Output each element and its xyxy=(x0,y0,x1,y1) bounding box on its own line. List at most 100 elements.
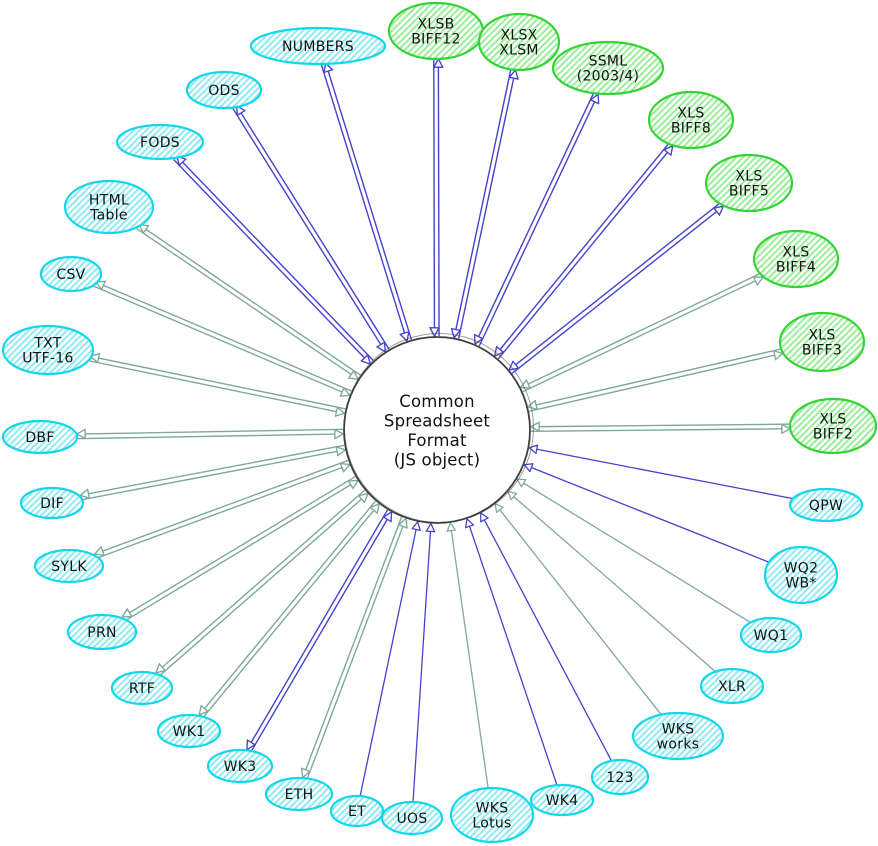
node-label-ods: ODS xyxy=(208,83,240,99)
node-xls-biff8: XLS BIFF8 xyxy=(647,90,735,150)
node-xls-biff2: XLS BIFF2 xyxy=(788,397,878,455)
node-wk1: WK1 xyxy=(156,713,222,749)
node-label-dbf: DBF xyxy=(25,430,54,446)
node-numbers: NUMBERS xyxy=(249,26,387,66)
node-label-numbers: NUMBERS xyxy=(282,39,354,55)
node-label-txt-utf16: TXT UTF-16 xyxy=(22,336,74,367)
edge-xls-biff2 xyxy=(531,424,790,431)
edge-ssml-2003-4 xyxy=(475,92,598,347)
edge-123 xyxy=(481,513,613,762)
node-label-xls-biff2: XLS BIFF2 xyxy=(813,412,853,443)
node-label-wk4: WK4 xyxy=(546,793,579,809)
node-xlsb-biff12: XLSB BIFF12 xyxy=(387,1,485,61)
node-common-spreadsheet-format: Common Spreadsheet Format (JS object) xyxy=(343,333,534,524)
edge-dbf xyxy=(77,429,343,438)
edge-txt-utf16 xyxy=(90,356,346,413)
center-node-label: Common Spreadsheet Format (JS object) xyxy=(384,392,490,470)
node-label-xlsb-biff12: XLSB BIFF12 xyxy=(411,17,460,48)
node-label-xlsx-xlsm: XLSX XLSM xyxy=(499,28,539,59)
node-label-sylk: SYLK xyxy=(51,559,87,575)
edge-html-table xyxy=(136,225,361,379)
edge-xls-biff3 xyxy=(528,348,783,412)
edge-xlsb-biff12 xyxy=(434,59,439,336)
node-dif: DIF xyxy=(19,486,85,520)
edge-wq2-wb xyxy=(524,465,770,563)
node-label-xls-biff5: XLS BIFF5 xyxy=(729,169,769,200)
node-qpw: QPW xyxy=(788,487,864,523)
node-label-fods: FODS xyxy=(140,135,180,151)
node-label-uos: UOS xyxy=(396,811,427,827)
node-uos: UOS xyxy=(380,800,444,836)
node-fods: FODS xyxy=(115,123,205,161)
node-ods: ODS xyxy=(185,70,263,110)
node-xlr: XLR xyxy=(699,667,765,705)
edge-xls-biff5 xyxy=(509,202,723,375)
node-sylk: SYLK xyxy=(33,548,105,584)
edge-csv xyxy=(93,282,352,395)
edges-layer xyxy=(77,59,794,803)
edge-qpw xyxy=(529,448,794,500)
edge-wks-works xyxy=(495,504,662,716)
edge-uos xyxy=(412,524,431,803)
node-prn: PRN xyxy=(66,613,138,651)
edge-wq1 xyxy=(517,479,751,624)
node-label-qpw: QPW xyxy=(809,498,843,514)
node-wks-lotus: WKS Lotus xyxy=(449,786,535,844)
node-xls-biff4: XLS BIFF4 xyxy=(752,229,840,289)
node-wq1: WQ1 xyxy=(739,616,803,654)
edge-xls-biff4 xyxy=(521,272,763,393)
node-label-html-table: HTML Table xyxy=(89,193,129,224)
node-dbf: DBF xyxy=(1,419,79,455)
node-wks-works: WKS works xyxy=(631,711,725,761)
node-label-123: 123 xyxy=(606,770,634,786)
edge-eth xyxy=(303,516,406,780)
edge-prn xyxy=(123,475,358,622)
edge-xls-biff8 xyxy=(495,142,673,360)
edge-dif xyxy=(80,444,345,501)
node-ssml-2003-4: SSML (2003/4) xyxy=(551,40,665,96)
node-wk3: WK3 xyxy=(206,748,274,784)
node-label-wk3: WK3 xyxy=(224,759,257,775)
edge-wk3 xyxy=(247,509,391,753)
node-xls-biff5: XLS BIFF5 xyxy=(704,153,794,213)
node-label-ssml-2003-4: SSML (2003/4) xyxy=(577,54,640,85)
node-rtf: RTF xyxy=(110,670,174,706)
node-wk4: WK4 xyxy=(529,783,595,817)
node-wq2-wb: WQ2 WB* xyxy=(763,545,839,605)
edge-sylk xyxy=(95,459,350,559)
edge-wk1 xyxy=(199,500,379,719)
edge-numbers xyxy=(320,63,413,341)
edge-wks-lotus xyxy=(450,523,489,789)
node-label-wks-lotus: WKS Lotus xyxy=(472,801,511,832)
node-et: ET xyxy=(329,794,385,828)
node-label-wk1: WK1 xyxy=(173,724,206,740)
node-label-eth: ETH xyxy=(285,787,314,803)
node-html-table: HTML Table xyxy=(63,179,155,235)
node-xlsx-xlsm: XLSX XLSM xyxy=(477,12,561,72)
edge-xlr xyxy=(508,492,716,673)
edge-fods xyxy=(173,156,375,364)
node-label-rtf: RTF xyxy=(129,681,155,697)
node-label-xlr: XLR xyxy=(718,679,746,695)
node-label-et: ET xyxy=(348,804,366,820)
node-txt-utf16: TXT UTF-16 xyxy=(1,324,95,376)
node-label-xls-biff4: XLS BIFF4 xyxy=(776,245,816,276)
node-eth: ETH xyxy=(264,776,334,812)
node-label-csv: CSV xyxy=(56,267,85,283)
node-xls-biff3: XLS BIFF3 xyxy=(778,311,866,373)
center-node-layer: Common Spreadsheet Format (JS object) xyxy=(343,333,534,524)
node-label-wq2-wb: WQ2 WB* xyxy=(784,561,819,592)
node-label-xls-biff8: XLS BIFF8 xyxy=(671,106,711,137)
edge-wk4 xyxy=(467,519,558,786)
edge-xlsx-xlsm xyxy=(454,69,515,338)
node-label-xls-biff3: XLS BIFF3 xyxy=(802,328,842,359)
node-label-prn: PRN xyxy=(87,625,117,641)
node-label-wq1: WQ1 xyxy=(754,628,789,644)
node-123: 123 xyxy=(590,758,650,796)
edge-rtf xyxy=(156,489,368,677)
edge-et xyxy=(359,522,418,797)
node-label-dif: DIF xyxy=(40,496,64,512)
